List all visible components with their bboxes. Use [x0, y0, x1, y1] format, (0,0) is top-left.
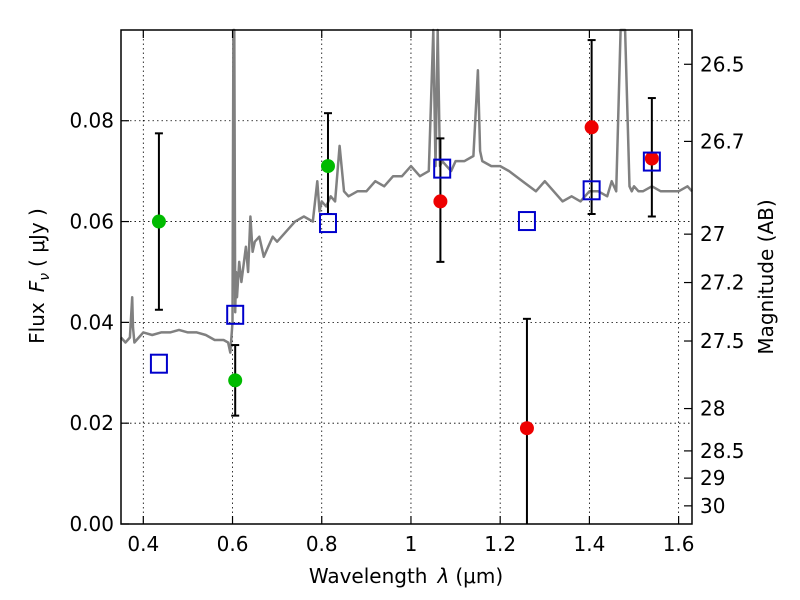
observed-point [644, 151, 659, 166]
model-point [642, 151, 661, 172]
magnitude-tick-label: 27.5 [700, 329, 745, 353]
magnitude-axis-ticks: 26.5 26.7 27 27.2 27.5 28 28.5 29 30 [684, 52, 745, 518]
x-axis-ticks: 0.4 0.6 0.8 1 1.2 1.4 1.6 [127, 30, 695, 556]
magnitude-axis-label: Magnitude (AB) [754, 199, 778, 354]
magnitude-tick-label: 27 [700, 222, 725, 246]
magnitude-tick-label: 28 [700, 397, 725, 421]
x-tick-label: 1.4 [573, 532, 605, 556]
observed-point [433, 194, 448, 209]
grid-lines [121, 30, 692, 525]
model-point [149, 353, 168, 374]
magnitude-tick-label: 29 [700, 466, 725, 490]
y-axis-ticks: 0.00 0.02 0.04 0.06 0.08 [69, 109, 129, 536]
magnitude-tick-label: 27.2 [700, 271, 745, 295]
sed-model-line [120, 28, 693, 354]
model-point [582, 180, 601, 201]
observed-point [151, 214, 166, 229]
y-tick-label: 0.00 [69, 512, 114, 536]
data-markers [149, 120, 661, 436]
model-point [517, 211, 536, 232]
model-point [226, 304, 245, 325]
observed-point [519, 421, 534, 436]
model-point [318, 213, 337, 234]
magnitude-tick-label: 26.7 [700, 129, 745, 153]
x-tick-label: 0.8 [306, 532, 338, 556]
observed-point [584, 120, 599, 135]
magnitude-tick-label: 30 [700, 494, 725, 518]
magnitude-tick-label: 28.5 [700, 439, 745, 463]
y-axis-label: FluxFν( μJy ) [25, 208, 53, 344]
y-tick-label: 0.08 [69, 109, 114, 133]
x-tick-label: 1 [405, 532, 418, 556]
sed-line [120, 28, 693, 354]
x-tick-label: 0.6 [217, 532, 249, 556]
error-bars [154, 39, 656, 524]
observed-point [320, 159, 335, 174]
plot-frame [120, 29, 693, 525]
y-tick-label: 0.02 [69, 411, 114, 435]
x-tick-label: 0.4 [127, 532, 159, 556]
y-tick-label: 0.06 [69, 210, 114, 234]
x-tick-label: 1.2 [484, 532, 516, 556]
observed-point [228, 373, 243, 388]
y-tick-label: 0.04 [69, 310, 114, 334]
magnitude-tick-label: 26.5 [700, 52, 745, 76]
model-point [433, 158, 452, 179]
x-axis-label: Wavelength λ (μm) [309, 564, 503, 588]
x-tick-label: 1.6 [663, 532, 695, 556]
